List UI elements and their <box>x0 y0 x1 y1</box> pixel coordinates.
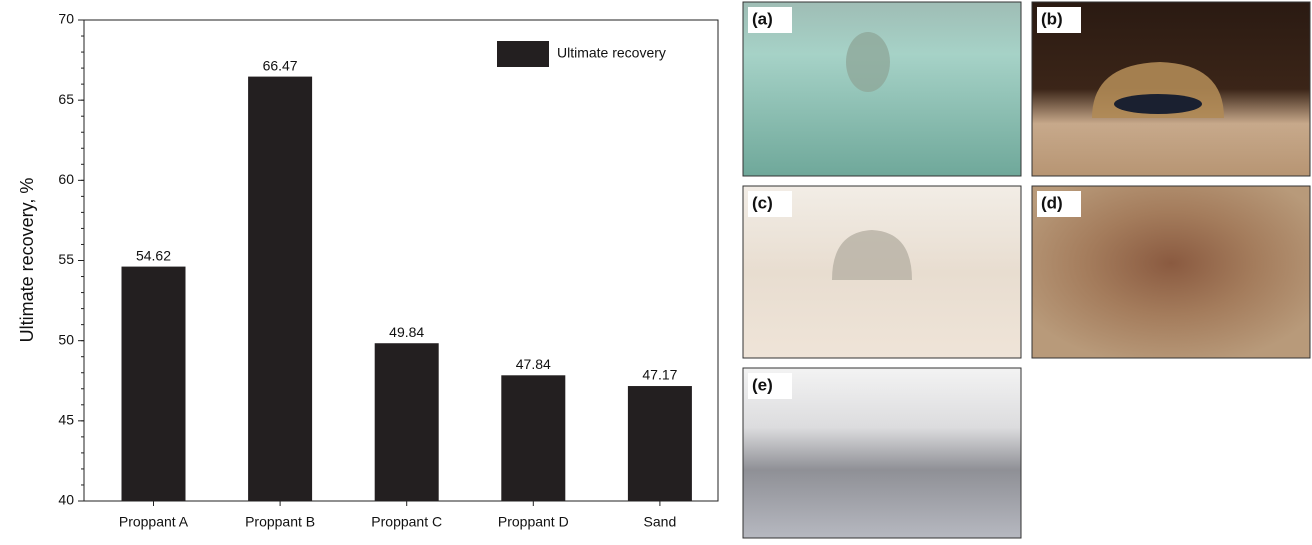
droplet <box>832 230 912 280</box>
data-label: 47.17 <box>642 367 677 383</box>
x-tick-label: Proppant B <box>245 514 315 530</box>
y-axis-label: Ultimate recovery, % <box>17 178 37 343</box>
panel-label: (a) <box>752 9 773 28</box>
droplet <box>846 32 890 92</box>
data-label: 54.62 <box>136 247 171 263</box>
panel-label-bg <box>748 7 792 33</box>
legend-swatch <box>497 41 549 67</box>
photos <box>742 1 1311 539</box>
panel-label-bg <box>1037 7 1081 33</box>
bar <box>121 266 186 501</box>
y-tick-label: 40 <box>58 492 74 508</box>
panel-label-bg <box>748 373 792 399</box>
bar <box>248 76 313 502</box>
panel-label-bg <box>1037 191 1081 217</box>
data-label: 66.47 <box>263 57 298 73</box>
x-tick-label: Proppant C <box>371 514 442 530</box>
x-tick-label: Proppant D <box>498 514 569 530</box>
droplet-shadow <box>1114 94 1202 114</box>
legend-label: Ultimate recovery <box>557 45 666 61</box>
y-tick-label: 60 <box>58 171 74 187</box>
y-tick-label: 70 <box>58 11 74 27</box>
bar <box>627 386 692 501</box>
panel-label: (c) <box>752 193 773 212</box>
data-label: 47.84 <box>516 356 551 372</box>
x-tick-label: Proppant A <box>119 514 189 530</box>
y-tick-label: 50 <box>58 331 74 347</box>
panel-label: (b) <box>1041 9 1063 28</box>
y-tick-label: 55 <box>58 251 74 267</box>
y-tick-label: 65 <box>58 91 74 107</box>
panel-label: (e) <box>752 375 773 394</box>
bar <box>374 343 439 501</box>
panel-label: (d) <box>1041 193 1063 212</box>
x-tick-label: Sand <box>644 514 677 530</box>
bar <box>501 375 566 501</box>
panel-label-bg <box>748 191 792 217</box>
data-label: 49.84 <box>389 324 424 340</box>
y-tick-label: 45 <box>58 412 74 428</box>
